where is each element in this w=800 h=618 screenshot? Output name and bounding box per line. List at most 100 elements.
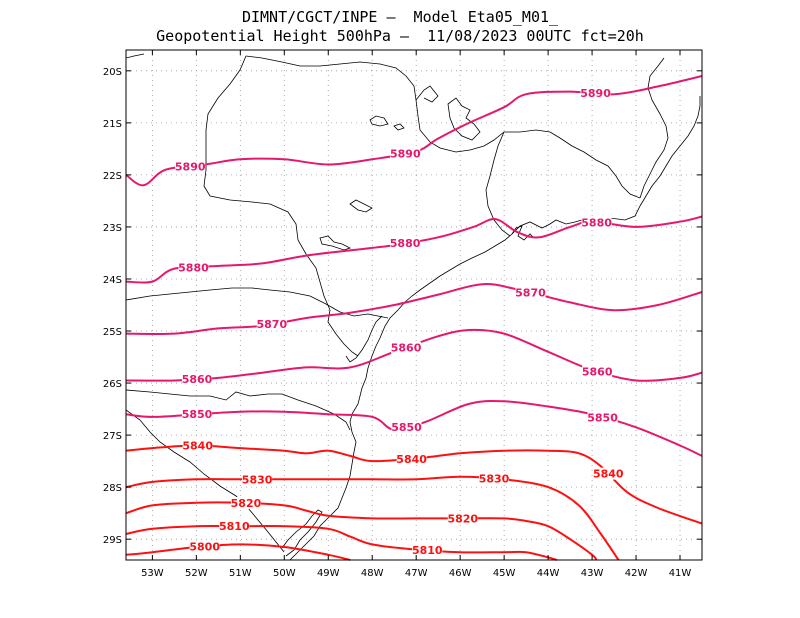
axes: 53W 52W 51W 50W 49W 48W 47W 46W 45W 44W 43W 42W 41W 2… (103, 49, 703, 579)
lon-tick-label: 48W (361, 568, 384, 579)
state-border (245, 55, 505, 153)
contour-label: 5880 (581, 216, 612, 229)
lat-tick-label: 26S (103, 379, 122, 390)
contour-label: 5860 (391, 342, 422, 355)
plot-frame (125, 49, 703, 561)
reservoir (447, 97, 481, 141)
contour-label: 5850 (182, 408, 213, 421)
contour-5860 (125, 328, 703, 382)
contour-label-bg (178, 261, 209, 274)
lat-tick-label: 21S (103, 119, 122, 130)
contour-label: 5860 (182, 373, 213, 386)
reservoir (369, 115, 389, 127)
contour-label-bg (391, 341, 422, 354)
contour-5810 (125, 524, 558, 561)
contour-5890 (125, 75, 703, 187)
reservoir (319, 235, 352, 251)
gridlines (126, 50, 702, 560)
lon-tick-label: 46W (449, 568, 472, 579)
chart-title-line2: Geopotential Height 500hPa – 11/08/2023 … (156, 27, 644, 45)
contour-label-bg (182, 439, 213, 452)
contour-label-bg (396, 452, 427, 465)
contour-label-bg (593, 467, 624, 480)
contour-label: 5880 (390, 237, 421, 250)
contour-label: 5840 (182, 440, 213, 453)
contour-label-bg (242, 473, 273, 486)
contour-label: 5890 (390, 147, 421, 160)
contour-label: 5830 (479, 473, 510, 486)
lon-tick-label: 42W (625, 568, 648, 579)
state-border (203, 55, 359, 357)
contour-label-bg (412, 544, 443, 557)
contour-label: 5810 (219, 520, 250, 533)
contour-label-bg (230, 497, 261, 510)
lon-tick-label: 47W (405, 568, 428, 579)
lat-tick-label: 25S (103, 327, 122, 338)
contour-label: 5800 (189, 540, 220, 553)
contour-label: 5870 (515, 287, 546, 300)
lat-tick-label: 29S (103, 535, 122, 546)
contour-5800 (125, 543, 351, 561)
contour-5820 (125, 501, 598, 561)
contour-label: 5890 (175, 160, 206, 173)
lat-tick-label: 27S (103, 431, 122, 442)
coastlines-and-borders (125, 53, 701, 561)
contour-label-bg (479, 472, 510, 485)
contour-label: 5860 (582, 365, 613, 378)
coastline (281, 509, 323, 557)
contour-label: 5880 (178, 261, 209, 274)
state-border (485, 131, 511, 237)
contour-label-bg (581, 216, 612, 229)
contour-label-bg (390, 147, 421, 160)
contour-label: 5810 (412, 544, 443, 557)
lon-tick-label: 50W (273, 568, 296, 579)
contour-label-bg (587, 411, 618, 424)
lon-tick-label: 41W (669, 568, 692, 579)
coastline (511, 225, 535, 241)
contour-label: 5840 (593, 468, 624, 481)
contour-label-bg (515, 286, 546, 299)
state-border (125, 389, 351, 431)
lon-tick-label: 52W (185, 568, 208, 579)
contour-label-bg (391, 420, 422, 433)
reservoir (393, 123, 405, 131)
coastline (289, 96, 701, 561)
state-border (125, 287, 389, 319)
lon-tick-label: 43W (581, 568, 604, 579)
contour-label-bg (447, 512, 478, 525)
contour-label-bg (580, 87, 611, 100)
lat-tick-label: 28S (103, 483, 122, 494)
lon-tick-label: 53W (141, 568, 164, 579)
coastline (345, 315, 383, 363)
contour-label-bg (189, 540, 220, 553)
contour-label-bg (582, 365, 613, 378)
contour-label: 5840 (396, 453, 427, 466)
lat-tick-label: 24S (103, 275, 122, 286)
lon-tick-label: 49W (317, 568, 340, 579)
chart-title-line1: DIMNT/CGCT/INPE – Model Eta05_M01_ (241, 8, 559, 26)
contour-label: 5850 (587, 411, 618, 424)
contour-label-bg (256, 318, 287, 331)
contour-5870 (125, 283, 703, 335)
state-border (415, 85, 439, 103)
lon-tick-label: 45W (493, 568, 516, 579)
contour-label-bg (182, 373, 213, 386)
contour-label: 5830 (242, 473, 273, 486)
contour-label: 5870 (256, 318, 287, 331)
state-border (504, 129, 641, 199)
contour-labels: 5890 5890 5890 5880 5880 5880 5870 5870 5860 5860… (175, 87, 624, 557)
contour-label-bg (390, 237, 421, 250)
contour-label: 5820 (231, 497, 262, 510)
contour-label: 5850 (391, 421, 422, 434)
contour-label: 5890 (580, 87, 611, 100)
contour-label-bg (182, 408, 213, 421)
contour-label-bg (175, 160, 206, 173)
contour-5830 (125, 475, 620, 561)
lat-tick-label: 20S (103, 67, 122, 78)
lon-tick-label: 44W (537, 568, 560, 579)
lat-tick-label: 22S (103, 171, 122, 182)
lon-tick-label: 51W (229, 568, 252, 579)
reservoir (349, 199, 373, 213)
lat-tick-label: 23S (103, 223, 122, 234)
